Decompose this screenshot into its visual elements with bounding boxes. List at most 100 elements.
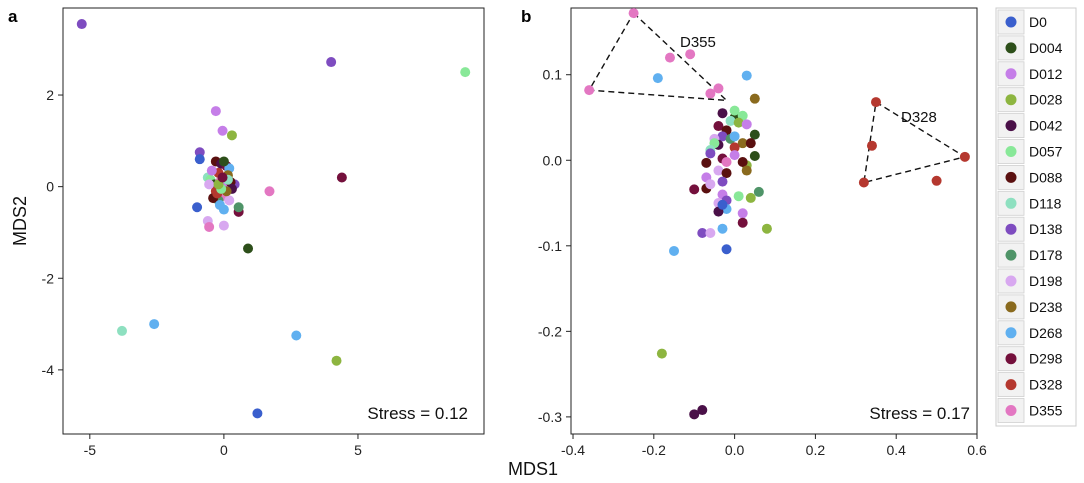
point-d355 bbox=[721, 156, 732, 167]
hull-label-d355: D355 bbox=[680, 34, 716, 51]
legend-label: D268 bbox=[1029, 325, 1063, 341]
point-d198 bbox=[713, 165, 724, 176]
legend-item-d0: D0 bbox=[997, 9, 1047, 35]
legend-marker bbox=[1005, 94, 1017, 106]
point-d138 bbox=[194, 147, 205, 158]
a-y-tick-label: 0 bbox=[46, 179, 54, 195]
point-d012 bbox=[737, 208, 748, 219]
legend-marker bbox=[1005, 146, 1017, 157]
legend-item-d238: D238 bbox=[997, 294, 1063, 320]
point-d0 bbox=[721, 244, 732, 255]
legend-marker bbox=[1005, 405, 1017, 416]
legend-item-d355: D355 bbox=[997, 398, 1063, 423]
point-d057 bbox=[460, 67, 471, 78]
point-d268 bbox=[652, 73, 663, 84]
legend-item-d004: D004 bbox=[997, 35, 1063, 61]
point-d012 bbox=[217, 125, 228, 136]
b-y-tick-label: 0.0 bbox=[543, 152, 563, 168]
point-d088 bbox=[745, 138, 756, 149]
b-y-tick-label: -0.3 bbox=[538, 409, 562, 425]
panel-a-points bbox=[76, 19, 471, 419]
point-d328 bbox=[959, 151, 970, 162]
legend: D0 D004 D012 D028 D042 D057 D088 D118 D138 D178 D1… bbox=[995, 7, 1077, 427]
hull-d355 bbox=[588, 12, 729, 102]
point-d138 bbox=[697, 227, 708, 238]
legend-item-d042: D042 bbox=[997, 113, 1063, 138]
legend-label: D042 bbox=[1029, 118, 1063, 134]
point-d355 bbox=[685, 49, 696, 60]
panel-b-tag: b bbox=[521, 7, 531, 26]
point-d268 bbox=[291, 330, 302, 341]
legend-label: D178 bbox=[1029, 247, 1063, 263]
legend-label: D138 bbox=[1029, 221, 1063, 237]
point-d028 bbox=[226, 130, 237, 141]
point-d298 bbox=[737, 217, 748, 228]
panel-a-tag: a bbox=[8, 7, 18, 26]
point-d298 bbox=[689, 184, 700, 195]
b-x-tick-label: -0.4 bbox=[561, 442, 585, 458]
point-d042 bbox=[689, 409, 700, 420]
point-d012 bbox=[206, 165, 217, 176]
point-d012 bbox=[741, 119, 752, 130]
point-d178 bbox=[753, 186, 764, 197]
point-d355 bbox=[713, 83, 724, 94]
point-d004 bbox=[749, 150, 760, 161]
legend-marker bbox=[1005, 301, 1017, 313]
a-x-tick-label: 5 bbox=[354, 442, 362, 458]
x-axis-title: MDS1 bbox=[508, 459, 558, 479]
legend-marker bbox=[1005, 249, 1017, 261]
point-d355 bbox=[264, 186, 275, 197]
point-d198 bbox=[705, 227, 716, 238]
legend-item-d268: D268 bbox=[997, 320, 1063, 346]
legend-label: D198 bbox=[1029, 273, 1063, 289]
legend-label: D088 bbox=[1029, 169, 1063, 185]
point-d268 bbox=[729, 131, 740, 142]
point-d268 bbox=[214, 199, 225, 210]
point-d138 bbox=[717, 176, 728, 187]
b-x-tick-label: 0.0 bbox=[725, 442, 745, 458]
point-d268 bbox=[149, 319, 160, 330]
point-d138 bbox=[717, 131, 728, 142]
point-d298 bbox=[713, 121, 724, 132]
legend-item-d057: D057 bbox=[997, 139, 1063, 164]
a-y-tick-label: -2 bbox=[42, 270, 55, 286]
point-d355 bbox=[204, 221, 215, 232]
legend-items: D0 D004 D012 D028 D042 D057 D088 D118 D138 D178 D1… bbox=[997, 9, 1063, 423]
point-d088 bbox=[701, 157, 712, 168]
point-d328 bbox=[858, 177, 869, 188]
point-d328 bbox=[729, 142, 740, 153]
panel-a-frame bbox=[62, 7, 485, 435]
point-d178 bbox=[233, 202, 244, 213]
legend-label: D118 bbox=[1029, 195, 1062, 211]
panel-b-points bbox=[584, 8, 970, 420]
legend-marker bbox=[1005, 197, 1017, 209]
point-d198 bbox=[705, 179, 716, 190]
legend-item-d298: D298 bbox=[997, 346, 1063, 372]
point-d198 bbox=[224, 195, 235, 206]
point-d198 bbox=[204, 179, 215, 190]
legend-label: D328 bbox=[1029, 377, 1063, 393]
point-d118 bbox=[725, 115, 736, 126]
legend-marker bbox=[1005, 42, 1017, 54]
legend-marker bbox=[1005, 68, 1017, 80]
point-d0 bbox=[252, 408, 263, 419]
point-d118 bbox=[116, 325, 127, 336]
panel-b-ticks: -0.4 -0.2 0.0 0.2 0.4 0.6 0.1 0.0 -0.1 -0.2 -0.3 bbox=[538, 67, 987, 458]
point-d057 bbox=[729, 105, 740, 116]
legend-item-d012: D012 bbox=[997, 61, 1063, 87]
b-x-tick-label: 0.2 bbox=[806, 442, 826, 458]
legend-marker bbox=[1005, 171, 1017, 183]
b-y-tick-label: -0.1 bbox=[538, 238, 562, 254]
legend-item-d118: D118 bbox=[997, 190, 1062, 216]
point-d268 bbox=[741, 70, 752, 81]
legend-marker bbox=[1005, 223, 1017, 235]
point-d198 bbox=[218, 220, 229, 231]
legend-key-box bbox=[997, 216, 1025, 242]
point-d042 bbox=[697, 405, 708, 416]
legend-label: D355 bbox=[1029, 403, 1063, 419]
b-y-tick-label: -0.2 bbox=[538, 323, 562, 339]
point-d088 bbox=[721, 168, 732, 179]
point-d012 bbox=[729, 150, 740, 161]
point-d004 bbox=[243, 243, 254, 254]
